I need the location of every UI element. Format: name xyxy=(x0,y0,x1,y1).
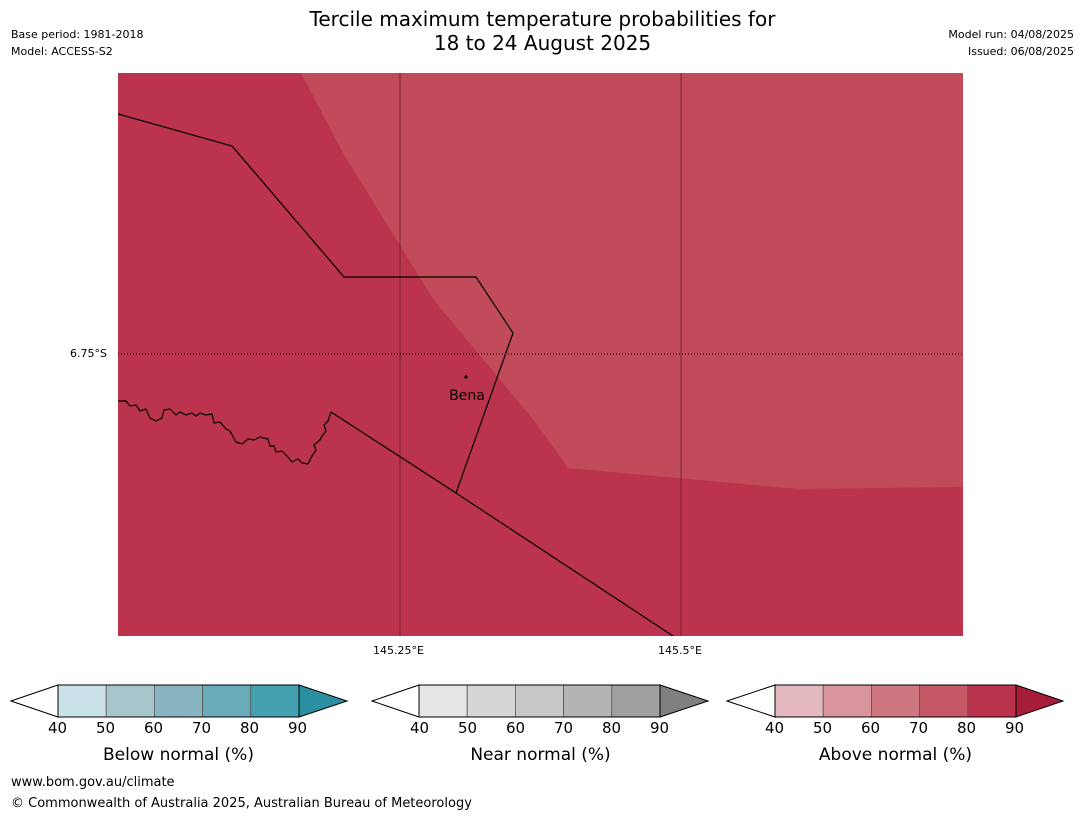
map-title-line2: 18 to 24 August 2025 xyxy=(433,31,652,55)
colorbar-segment xyxy=(57,684,107,718)
colorbar-tick: 90 xyxy=(650,719,670,737)
colorbar-segment xyxy=(919,684,969,718)
colorbar-arrow-high xyxy=(298,684,349,718)
colorbar-tick: 50 xyxy=(458,719,478,737)
colorbar-tick: 50 xyxy=(813,719,833,737)
town-marker xyxy=(464,375,468,379)
province-boundary xyxy=(330,411,674,636)
longitude-label: 145.25°E xyxy=(373,644,424,657)
colorbar-tick: 70 xyxy=(909,719,929,737)
model-run-text: Model run: 04/08/2025 xyxy=(948,28,1074,41)
colorbar-tick: 80 xyxy=(240,719,260,737)
colorbar-tick: 40 xyxy=(410,719,430,737)
colorbar-tick: 90 xyxy=(1005,719,1025,737)
province-boundary xyxy=(118,113,514,494)
colorbar-outline xyxy=(57,684,300,718)
colorbar-arrow-high xyxy=(1015,684,1065,718)
colorbar-tick: 70 xyxy=(554,719,574,737)
colorbar-tick: 50 xyxy=(96,719,116,737)
colorbar-outline xyxy=(418,684,661,718)
model-text: Model: ACCESS-S2 xyxy=(11,45,113,58)
colorbar-label-above: Above normal (%) xyxy=(818,745,973,765)
colorbar-above-normal xyxy=(726,684,1065,718)
colorbar-tick: 40 xyxy=(765,719,785,737)
colorbar-segment xyxy=(774,684,824,718)
meta-left: Base period: 1981-2018 Model: ACCESS-S2 xyxy=(11,26,143,60)
colorbar-segment xyxy=(202,684,252,718)
forecast-map: Bena xyxy=(118,73,963,636)
colorbar-arrow-high xyxy=(659,684,710,718)
province-boundary-river xyxy=(118,400,332,465)
colorbar-arrow-low xyxy=(10,684,59,718)
latitude-label: 6.75°S xyxy=(70,347,107,360)
map-title-line1: Tercile maximum temperature probabilitie… xyxy=(309,7,776,31)
colorbar-arrow-low xyxy=(726,684,776,718)
colorbar-tick: 70 xyxy=(192,719,212,737)
colorbar-tick: 40 xyxy=(48,719,68,737)
colorbar-segment xyxy=(611,684,661,718)
colorbar-segment xyxy=(466,684,516,718)
colorbar-segment xyxy=(967,684,1017,718)
colorbar-tick: 60 xyxy=(144,719,164,737)
colorbar-tick: 60 xyxy=(506,719,526,737)
colorbar-label-below: Below normal (%) xyxy=(103,745,254,765)
colorbar-segment xyxy=(563,684,613,718)
base-period-text: Base period: 1981-2018 xyxy=(11,28,144,41)
footer-copyright: © Commonwealth of Australia 2025, Austra… xyxy=(11,796,472,811)
colorbar-tick: 80 xyxy=(957,719,977,737)
colorbar-segment xyxy=(822,684,872,718)
colorbar-segment xyxy=(105,684,155,718)
colorbar-label-near: Near normal (%) xyxy=(470,745,611,765)
footer-url: www.bom.gov.au/climate xyxy=(11,775,175,790)
colorbar-outline xyxy=(774,684,1017,718)
town-label-bena: Bena xyxy=(449,388,485,404)
map-title: Tercile maximum temperature probabilitie… xyxy=(0,7,1085,55)
meta-right: Model run: 04/08/2025 Issued: 06/08/2025 xyxy=(948,26,1074,60)
map-region-lower-probability xyxy=(301,73,963,489)
issued-text: Issued: 06/08/2025 xyxy=(967,45,1074,58)
colorbar-segment xyxy=(250,684,300,718)
longitude-label: 145.5°E xyxy=(658,644,702,657)
colorbar-segment xyxy=(514,684,564,718)
colorbar-tick: 90 xyxy=(288,719,308,737)
colorbar-below-normal xyxy=(10,684,349,718)
colorbar-segment xyxy=(870,684,920,718)
colorbar-segment xyxy=(418,684,468,718)
colorbar-near-normal xyxy=(371,684,710,718)
colorbar-tick: 60 xyxy=(861,719,881,737)
colorbar-tick: 80 xyxy=(602,719,622,737)
colorbar-segment xyxy=(153,684,203,718)
colorbar-arrow-low xyxy=(371,684,420,718)
